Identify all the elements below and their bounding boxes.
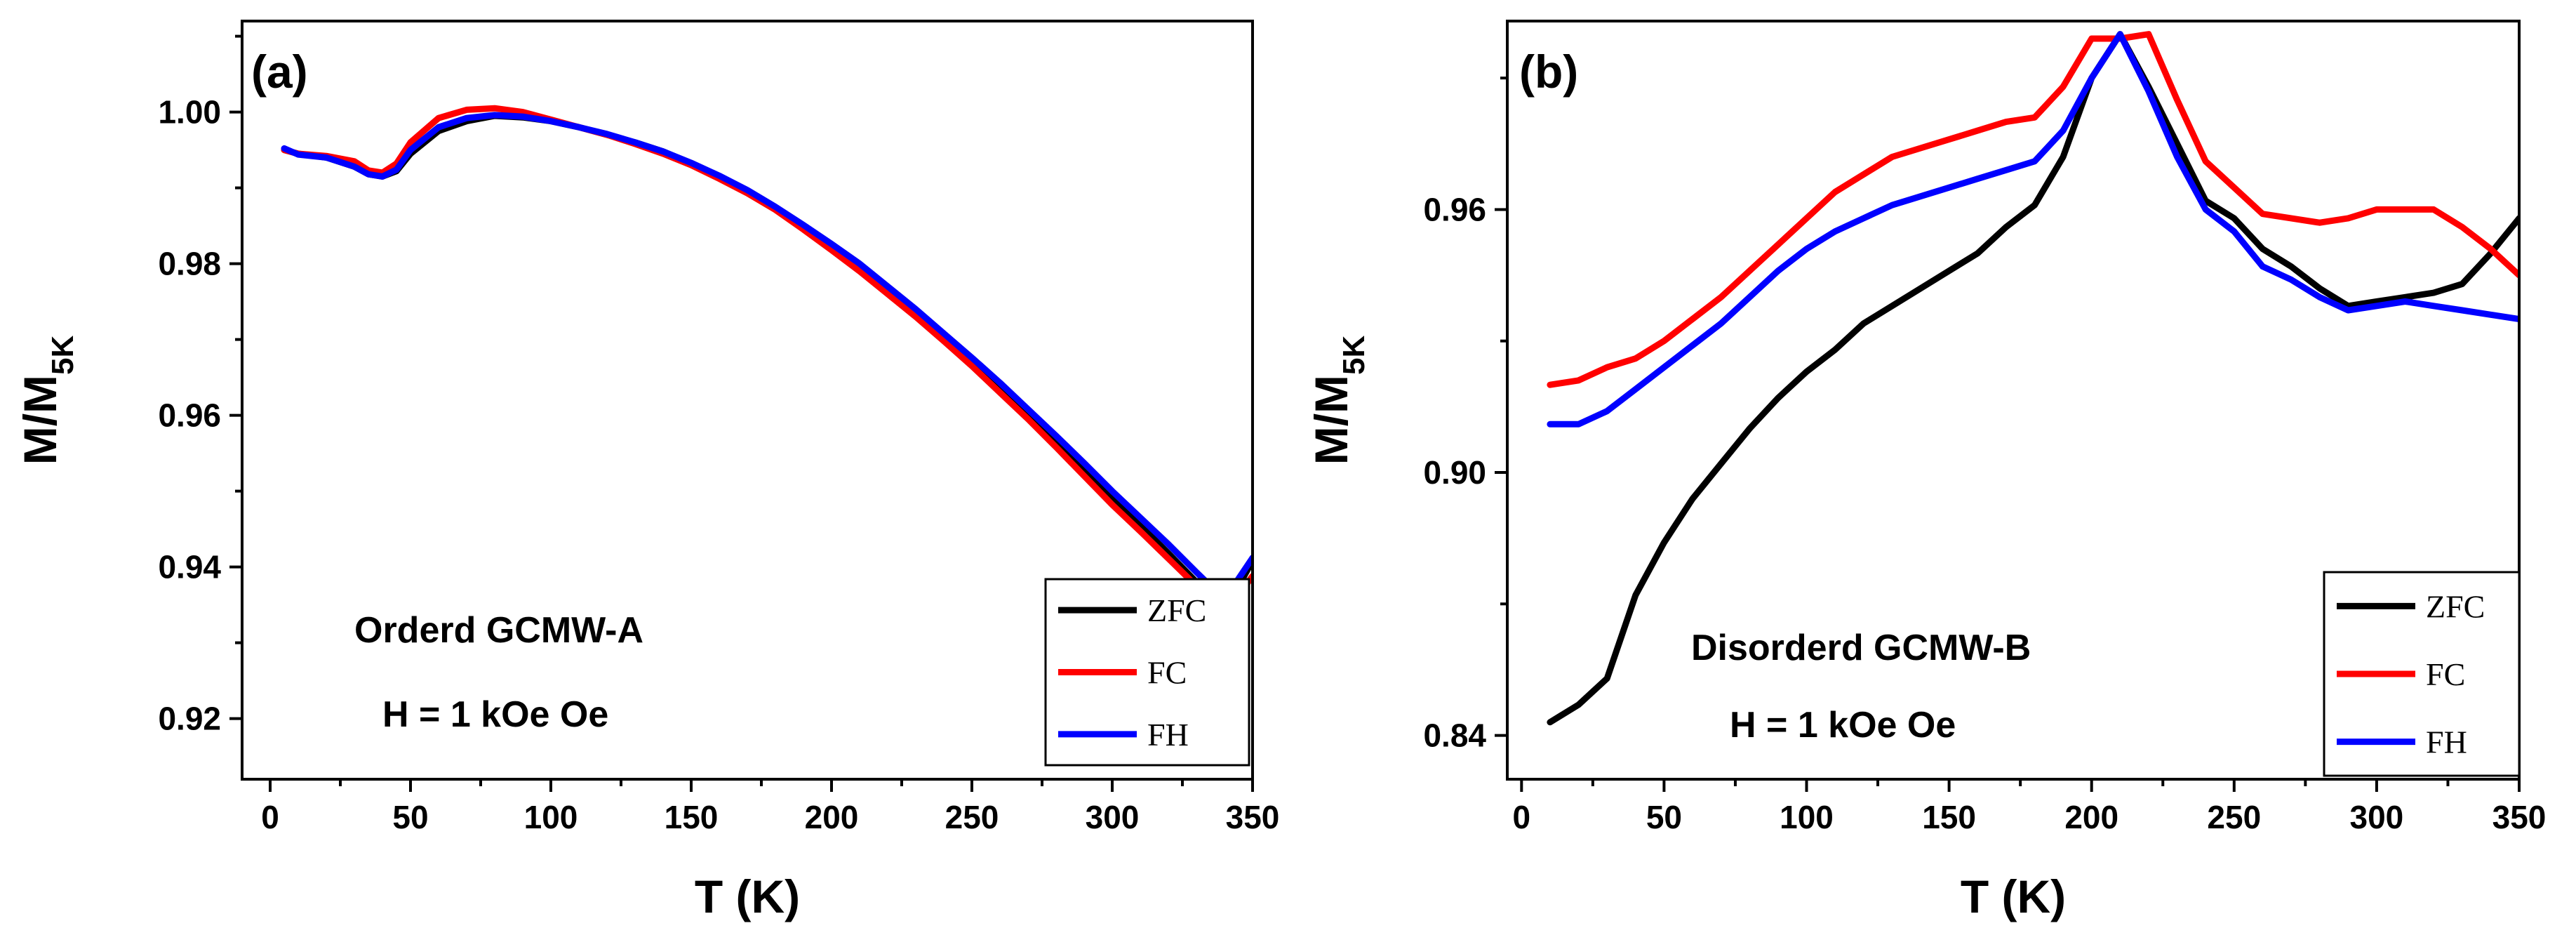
plot-frame (241, 20, 1254, 781)
x-axis-label: T (K) (1961, 870, 2066, 922)
annotation-text: H = 1 kOe Oe (382, 694, 608, 735)
y-axis-label: M/M5K (1305, 336, 1371, 465)
x-tick-label: 150 (1922, 799, 1976, 835)
series-group (1547, 31, 2519, 726)
chart-panel-a: 0 50 100 150 200 250 300 350 0.92 0.94 0.96 0.98 1.0… (14, 20, 1280, 922)
legend: ZFC FC FH (2323, 571, 2521, 777)
series-line-fh (281, 112, 1253, 603)
series-line-fc (281, 105, 1253, 618)
series-line-zfc (281, 112, 1253, 614)
y-axis-label: M/M5K (14, 336, 80, 465)
panel-label: (b) (1519, 46, 1578, 98)
annotation-text: Orderd GCMW-A (354, 610, 643, 651)
y-tick-label: 0.92 (158, 701, 221, 737)
series-line-fc (1547, 31, 2519, 388)
x-tick-label: 100 (524, 799, 578, 835)
y-tick-label: 0.94 (158, 549, 221, 585)
legend-label-fc: FC (2426, 656, 2465, 692)
y-tick-label: 0.84 (1423, 717, 1486, 754)
y-tick-label: 0.96 (158, 397, 221, 434)
x-tick-label: 200 (805, 799, 859, 835)
chart-panel-b: 0 50 100 150 200 250 300 350 0.84 0.90 0.96 T (K) M/… (1305, 20, 2547, 922)
x-axis-label: T (K) (695, 870, 800, 922)
legend-label-zfc: ZFC (1147, 592, 1206, 628)
x-tick-label: 300 (1086, 799, 1140, 835)
x-tick-label: 300 (2350, 799, 2404, 835)
plot-frame (1506, 20, 2521, 781)
x-tick-label: 200 (2064, 799, 2118, 835)
legend-label-fh: FH (1147, 717, 1189, 753)
x-tick-label: 100 (1780, 799, 1834, 835)
x-tick-label: 50 (1646, 799, 1682, 835)
x-tick-label: 350 (2492, 799, 2547, 835)
x-tick-label: 150 (665, 799, 719, 835)
series-group (281, 105, 1253, 618)
y-tick-label: 0.98 (158, 246, 221, 282)
legend-label-fh: FH (2426, 724, 2467, 760)
x-tick-label: 50 (392, 799, 428, 835)
y-tick-label: 0.90 (1423, 454, 1486, 491)
x-tick-label: 250 (945, 799, 999, 835)
series-line-fh (1547, 31, 2519, 428)
annotation-text: H = 1 kOe Oe (1730, 705, 1956, 746)
x-tick-label: 350 (1226, 799, 1280, 835)
legend-label-fc: FC (1147, 655, 1187, 691)
panel-label: (a) (251, 46, 308, 98)
x-tick-label: 0 (261, 799, 279, 835)
annotation-text: Disorderd GCMW-B (1691, 628, 2031, 668)
x-tick-label: 0 (1513, 799, 1531, 835)
x-tick-label: 250 (2207, 799, 2261, 835)
y-tick-label: 1.00 (158, 94, 221, 131)
y-tick-label: 0.96 (1423, 191, 1486, 227)
legend-label-zfc: ZFC (2426, 588, 2485, 624)
legend: ZFC FC FH (1044, 578, 1250, 767)
series-line-zfc (1547, 31, 2519, 726)
